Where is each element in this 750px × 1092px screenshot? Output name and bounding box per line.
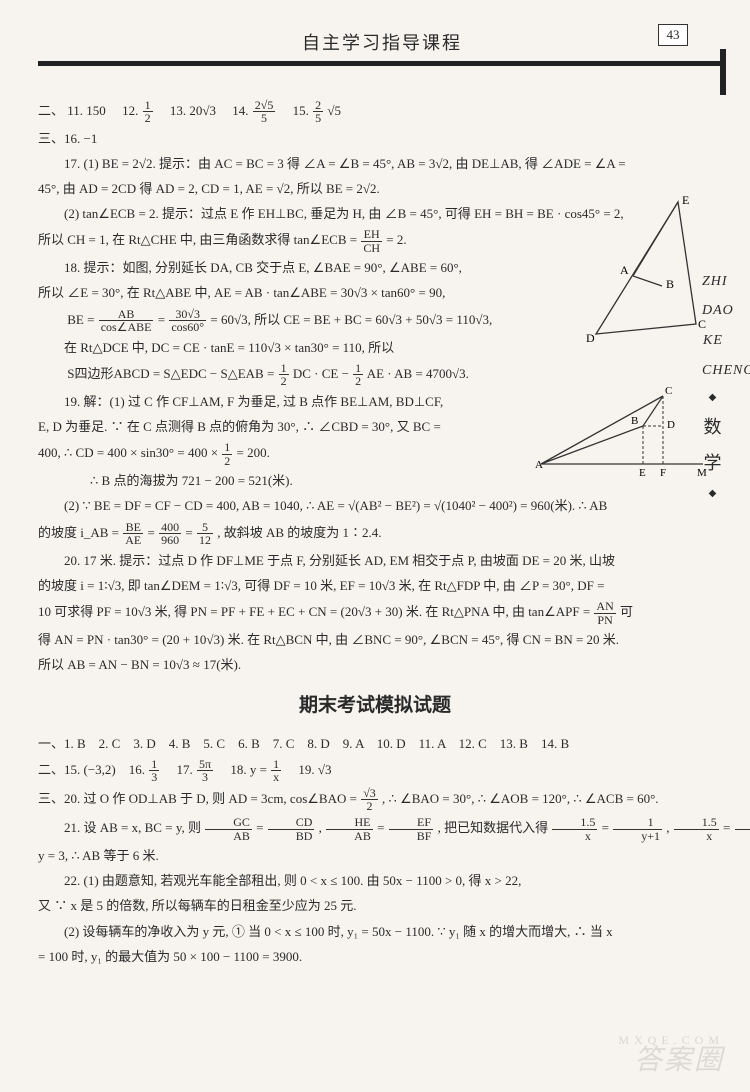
q20a: 20. 17 米. 提示：过点 D 作 DF⊥ME 于点 F, 分别延长 AD,…: [38, 550, 712, 572]
q17-1: 17. (1) BE = 2√2. 提示：由 AC = BC = 3 得 ∠A …: [38, 153, 712, 175]
side-dot: ◆: [702, 485, 724, 502]
section-3-line: 三、16. −1: [38, 128, 712, 150]
svg-text:A: A: [535, 459, 543, 471]
svg-text:E: E: [639, 467, 646, 479]
q21a: 21. 设 AB = x, BC = y, 则 GCAB = CDBD , HE…: [38, 816, 712, 842]
q19e: (2) ∵ BE = DF = CF − CD = 400, AB = 1040…: [38, 495, 712, 517]
svg-text:C: C: [698, 317, 706, 331]
page-number-badge: 43: [658, 24, 688, 46]
exam-sec1: 一、1. B 2. C 3. D 4. B 5. C 6. B 7. C 8. …: [38, 733, 712, 755]
header-rule: [38, 61, 726, 66]
svg-text:F: F: [660, 467, 666, 479]
q19f: 的坡度 i_AB = BEAE = 400960 = 512 , 故斜坡 AB …: [38, 521, 712, 547]
figure-2-diagram: A C B D E F M: [533, 384, 708, 484]
header-title: 自主学习指导课程: [38, 28, 726, 61]
watermark-brand: 答案圈: [634, 1036, 724, 1084]
svg-text:B: B: [631, 415, 638, 427]
svg-text:A: A: [620, 263, 629, 277]
figure-1-triangle: E A B C D: [568, 194, 708, 354]
svg-text:B: B: [666, 277, 674, 291]
svg-text:D: D: [667, 419, 675, 431]
q22a: 22. (1) 由题意知, 若观光车能全部租出, 则 0 < x ≤ 100. …: [38, 870, 712, 892]
header: 自主学习指导课程 43: [38, 28, 726, 66]
svg-text:M: M: [697, 467, 707, 479]
q22d: = 100 时, y₁ 的最大值为 50 × 100 − 1100 = 3900…: [38, 946, 712, 968]
section-2-line: 二、 11. 150 12. 12 13. 20√3 14. 2√55 15. …: [38, 99, 712, 125]
exam-sec2: 二、15. (−3,2) 16. 13 17. 5π3 18. y = 1x 1…: [38, 758, 712, 784]
svg-text:C: C: [665, 385, 672, 397]
exam-title: 期末考试模拟试题: [38, 690, 712, 722]
q20c: 10 可求得 PF = 10√3 米, 得 PN = PF + FE + EC …: [38, 600, 712, 626]
q22c: (2) 设每辆车的净收入为 y 元, ① 当 0 < x ≤ 100 时, y₁…: [38, 921, 712, 943]
page: 自主学习指导课程 43 ZHI DAO KE CHENG ◆ 数 学 ◆ 二、 …: [0, 0, 750, 991]
content: ZHI DAO KE CHENG ◆ 数 学 ◆ 二、 11. 150 12. …: [38, 84, 726, 968]
q20e: 所以 AB = AN − BN = 10√3 ≈ 17(米).: [38, 654, 712, 676]
q20b: 的坡度 i = 1∶√3, 即 tan∠DEM = 1∶√3, 可得 DF = …: [38, 575, 712, 597]
exam-sec3: 三、20. 过 O 作 OD⊥AB 于 D, 则 AD = 3cm, cos∠B…: [38, 787, 712, 813]
side-word: CHENG: [702, 359, 724, 383]
q22b: 又 ∵ x 是 5 的倍数, 所以每辆车的日租金至少应为 25 元.: [38, 895, 712, 917]
svg-text:E: E: [682, 194, 689, 207]
svg-text:D: D: [586, 331, 595, 345]
q21c: y = 3, ∴ AB 等于 6 米.: [38, 845, 712, 867]
q20d: 得 AN = PN · tan30° = (20 + 10√3) 米. 在 Rt…: [38, 629, 712, 651]
